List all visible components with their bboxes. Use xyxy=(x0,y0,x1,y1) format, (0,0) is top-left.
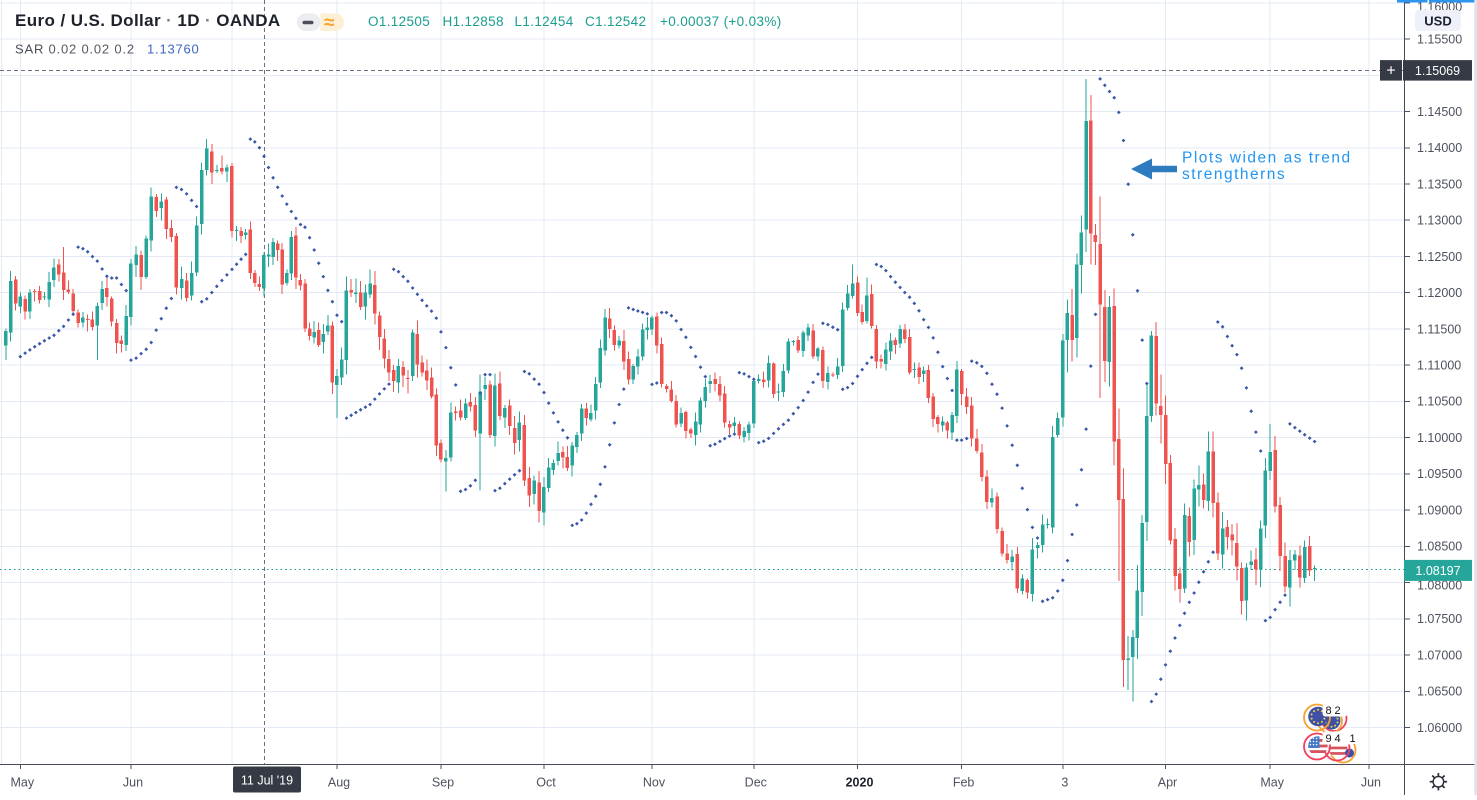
svg-text:≈: ≈ xyxy=(324,13,335,34)
svg-text:Jun: Jun xyxy=(1361,776,1381,790)
svg-text:1.10500: 1.10500 xyxy=(1417,395,1462,409)
svg-text:1.06000: 1.06000 xyxy=(1417,721,1462,735)
svg-text:May: May xyxy=(1260,776,1284,790)
svg-text:SAR 0.02 0.02 0.21.13760: SAR 0.02 0.02 0.2 1.13760 xyxy=(15,42,200,57)
svg-text:3: 3 xyxy=(1061,776,1068,790)
svg-text:Nov: Nov xyxy=(643,776,666,790)
svg-text:strengtherns: strengtherns xyxy=(1182,166,1286,183)
svg-text:1.09000: 1.09000 xyxy=(1417,504,1462,518)
svg-text:1.15500: 1.15500 xyxy=(1417,32,1462,46)
svg-text:4: 4 xyxy=(1335,733,1341,745)
svg-text:2: 2 xyxy=(1335,705,1341,717)
svg-text:USD: USD xyxy=(1424,14,1451,29)
svg-text:1.08197: 1.08197 xyxy=(1415,564,1460,578)
svg-text:May: May xyxy=(10,776,34,790)
svg-text:+: + xyxy=(1386,62,1395,79)
svg-text:1.15069: 1.15069 xyxy=(1415,64,1460,78)
svg-text:Sep: Sep xyxy=(432,776,454,790)
svg-text:1.09500: 1.09500 xyxy=(1417,467,1462,481)
svg-text:1.10000: 1.10000 xyxy=(1417,431,1462,445)
svg-text:2020: 2020 xyxy=(846,776,874,790)
svg-text:Apr: Apr xyxy=(1158,776,1177,790)
svg-text:1.11500: 1.11500 xyxy=(1417,322,1461,336)
svg-text:1.12500: 1.12500 xyxy=(1417,250,1462,264)
svg-text:9: 9 xyxy=(1326,733,1332,745)
svg-text:Aug: Aug xyxy=(328,776,350,790)
svg-text:1.08000: 1.08000 xyxy=(1417,578,1462,592)
svg-text:1.13500: 1.13500 xyxy=(1417,177,1462,191)
svg-text:1: 1 xyxy=(1350,733,1356,745)
svg-text:11 Jul '19: 11 Jul '19 xyxy=(241,774,293,788)
svg-text:Oct: Oct xyxy=(536,776,556,790)
svg-text:1.07500: 1.07500 xyxy=(1417,612,1462,626)
svg-text:Feb: Feb xyxy=(953,776,975,790)
svg-text:1.12000: 1.12000 xyxy=(1417,286,1462,300)
svg-text:Euro / U.S. Dollar · 1D · OAND: Euro / U.S. Dollar · 1D · OANDA xyxy=(15,11,281,30)
svg-text:1.14500: 1.14500 xyxy=(1417,105,1462,119)
svg-text:1.06500: 1.06500 xyxy=(1417,685,1462,699)
svg-text:1.14000: 1.14000 xyxy=(1417,141,1462,155)
svg-text:Jun: Jun xyxy=(123,776,143,790)
svg-text:1.13000: 1.13000 xyxy=(1417,214,1462,228)
svg-text:1.08500: 1.08500 xyxy=(1417,540,1462,554)
svg-text:8: 8 xyxy=(1326,705,1332,717)
svg-text:Plots widen as trend: Plots widen as trend xyxy=(1182,150,1352,167)
svg-text:Dec: Dec xyxy=(745,776,767,790)
svg-text:1.07000: 1.07000 xyxy=(1417,648,1462,662)
svg-text:1.11000: 1.11000 xyxy=(1417,359,1461,373)
